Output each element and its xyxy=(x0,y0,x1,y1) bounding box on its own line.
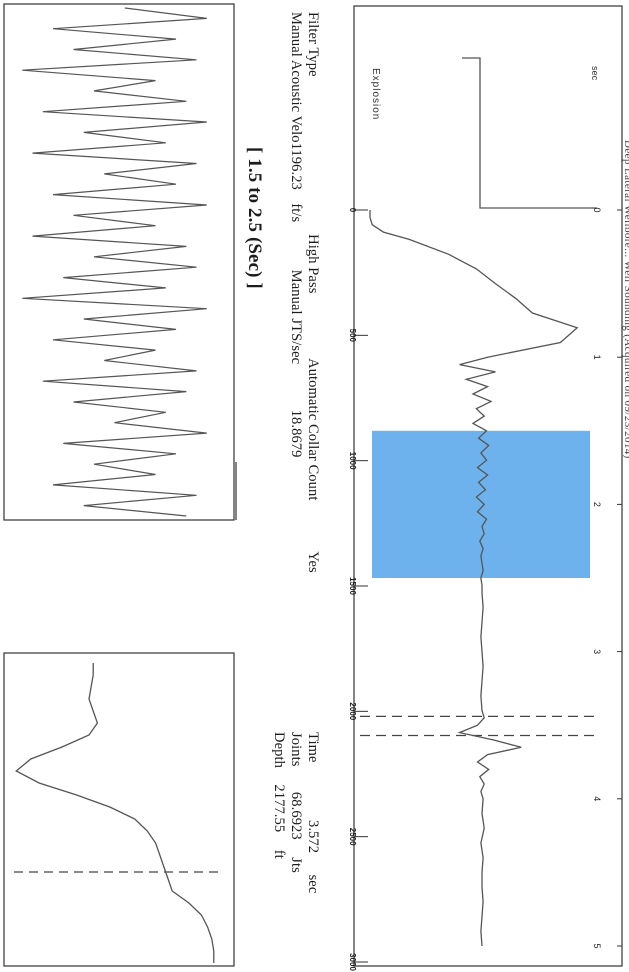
depth-tick-label-4: 2000 xyxy=(348,702,357,720)
time-tick-label-3: 3 xyxy=(592,649,602,654)
depth-tick-label-0: 0 xyxy=(348,208,357,213)
time-tick-label-5: 5 xyxy=(592,943,602,948)
zoom-chart-frame xyxy=(3,3,235,521)
time-tick-label-1: 1 xyxy=(592,355,602,360)
explosion-pulse-line xyxy=(462,57,597,209)
time-tick-label-2: 2 xyxy=(592,502,602,507)
depth-tick-label-3: 1500 xyxy=(348,577,357,595)
time-tick-label-0: 0 xyxy=(592,207,602,212)
main-trace-line xyxy=(369,210,579,947)
pulse-trace-line xyxy=(15,663,215,963)
depth-tick-label-2: 1000 xyxy=(348,452,357,470)
marker-lines xyxy=(360,715,598,737)
depth-tick-label-5: 2500 xyxy=(348,828,357,846)
depth-tick-label-6: 3000 xyxy=(348,953,357,971)
time-axis-ticks: 0 1 2 3 4 5 xyxy=(592,207,622,949)
zoom-trace-line xyxy=(22,7,207,517)
time-tick-label-4: 4 xyxy=(592,796,602,801)
main-chart-frame xyxy=(353,5,623,967)
depth-tick-label-1: 500 xyxy=(348,329,357,343)
pulse-chart-frame xyxy=(3,652,235,967)
depth-axis-ticks: 0 500 1000 1500 2000 2500 3000 xyxy=(348,208,368,971)
